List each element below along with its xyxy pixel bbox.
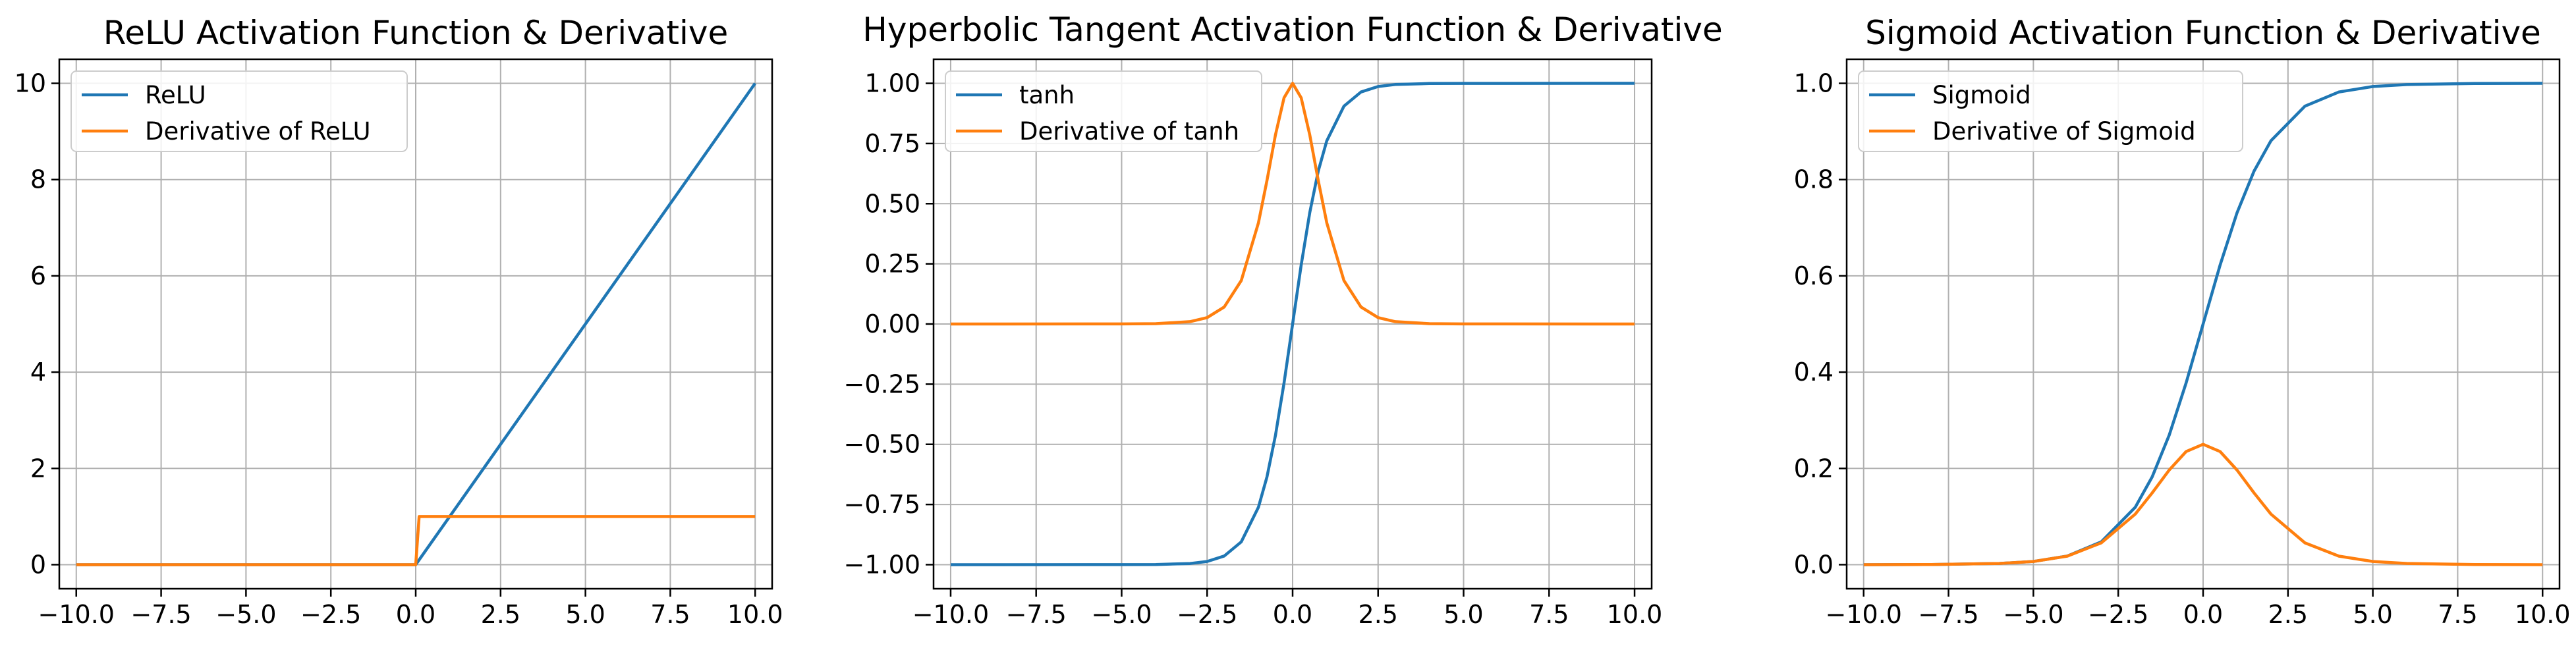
sigmoid-chart: Sigmoid Activation Function & Derivative… [1794, 14, 2571, 629]
y-tick-label: 2 [30, 454, 46, 483]
legend-box [70, 70, 408, 152]
y-tick-label: 0.4 [1794, 358, 1834, 387]
x-tick-label: 0.0 [396, 600, 435, 629]
y-tick-label: −0.50 [844, 430, 920, 459]
y-tick-label: 1.00 [864, 69, 920, 98]
x-tick-label: −7.5 [130, 600, 191, 629]
x-tick-label: 5.0 [1443, 600, 1483, 629]
x-tick-label: 2.5 [481, 600, 520, 629]
x-tick-label: 0.0 [2183, 600, 2223, 629]
x-tick-label: 7.5 [650, 600, 690, 629]
y-tick-label: 0 [30, 550, 46, 579]
y-tick-label: 0.8 [1794, 165, 1834, 194]
x-tick-label: 7.5 [2438, 600, 2477, 629]
legend-label: ReLU [145, 81, 206, 109]
x-tick-label: 7.5 [1529, 600, 1569, 629]
legend-label: Derivative of Sigmoid [1932, 117, 2196, 146]
x-tick-label: −2.5 [2088, 600, 2148, 629]
x-tick-label: 10.0 [2515, 600, 2571, 629]
x-tick-label: −2.5 [1177, 600, 1237, 629]
x-tick-label: 5.0 [565, 600, 605, 629]
y-tick-label: 8 [30, 165, 46, 194]
y-tick-label: 6 [30, 261, 46, 290]
y-tick-label: −1.00 [844, 550, 920, 579]
x-tick-label: 2.5 [2268, 600, 2308, 629]
legend-box [945, 70, 1262, 152]
y-tick-label: 0.25 [864, 250, 920, 279]
y-tick-label: 0.2 [1794, 454, 1834, 483]
relu-chart: ReLU Activation Function & Derivative −1… [14, 14, 783, 629]
y-tick-label: 4 [30, 358, 46, 387]
x-tick-label: −7.5 [1918, 600, 1978, 629]
tanh-chart: Hyperbolic Tangent Activation Function &… [844, 11, 1723, 629]
x-tick-label: 10.0 [1607, 600, 1663, 629]
y-tick-label: 1.0 [1794, 69, 1834, 98]
x-tick-label: −10.0 [38, 600, 115, 629]
y-tick-label: −0.75 [844, 490, 920, 519]
y-tick-label: 0.00 [864, 310, 920, 338]
legend-box [1858, 70, 2243, 152]
y-tick-label: 10 [14, 69, 46, 98]
x-tick-label: −7.5 [1006, 600, 1067, 629]
y-tick-label: 0.6 [1794, 261, 1834, 290]
legend-label: Derivative of tanh [1019, 117, 1239, 146]
derivative-line [76, 515, 756, 566]
x-tick-label: 10.0 [727, 600, 783, 629]
x-tick-label: 0.0 [1273, 600, 1312, 629]
derivative-line [1863, 443, 2543, 566]
legend-label: Sigmoid [1932, 81, 2031, 109]
x-tick-label: −10.0 [912, 600, 989, 629]
x-tick-label: −5.0 [215, 600, 276, 629]
x-tick-label: −2.5 [300, 600, 361, 629]
y-tick-label: 0.75 [864, 129, 920, 158]
x-tick-label: −5.0 [2003, 600, 2063, 629]
y-tick-label: −0.25 [844, 369, 920, 398]
legend-label: Derivative of ReLU [145, 117, 371, 146]
y-tick-label: 0.0 [1794, 550, 1834, 579]
y-tick-label: 0.50 [864, 189, 920, 218]
x-tick-label: 5.0 [2353, 600, 2392, 629]
x-tick-label: −5.0 [1091, 600, 1152, 629]
function-line [950, 82, 1635, 566]
x-tick-label: −10.0 [1826, 600, 1902, 629]
x-tick-label: 2.5 [1358, 600, 1398, 629]
chart-title: Sigmoid Activation Function & Derivative [1865, 14, 2541, 52]
derivative-line [950, 82, 1635, 326]
chart-title: Hyperbolic Tangent Activation Function &… [862, 11, 1722, 49]
chart-title: ReLU Activation Function & Derivative [103, 14, 729, 52]
legend-label: tanh [1019, 81, 1075, 109]
